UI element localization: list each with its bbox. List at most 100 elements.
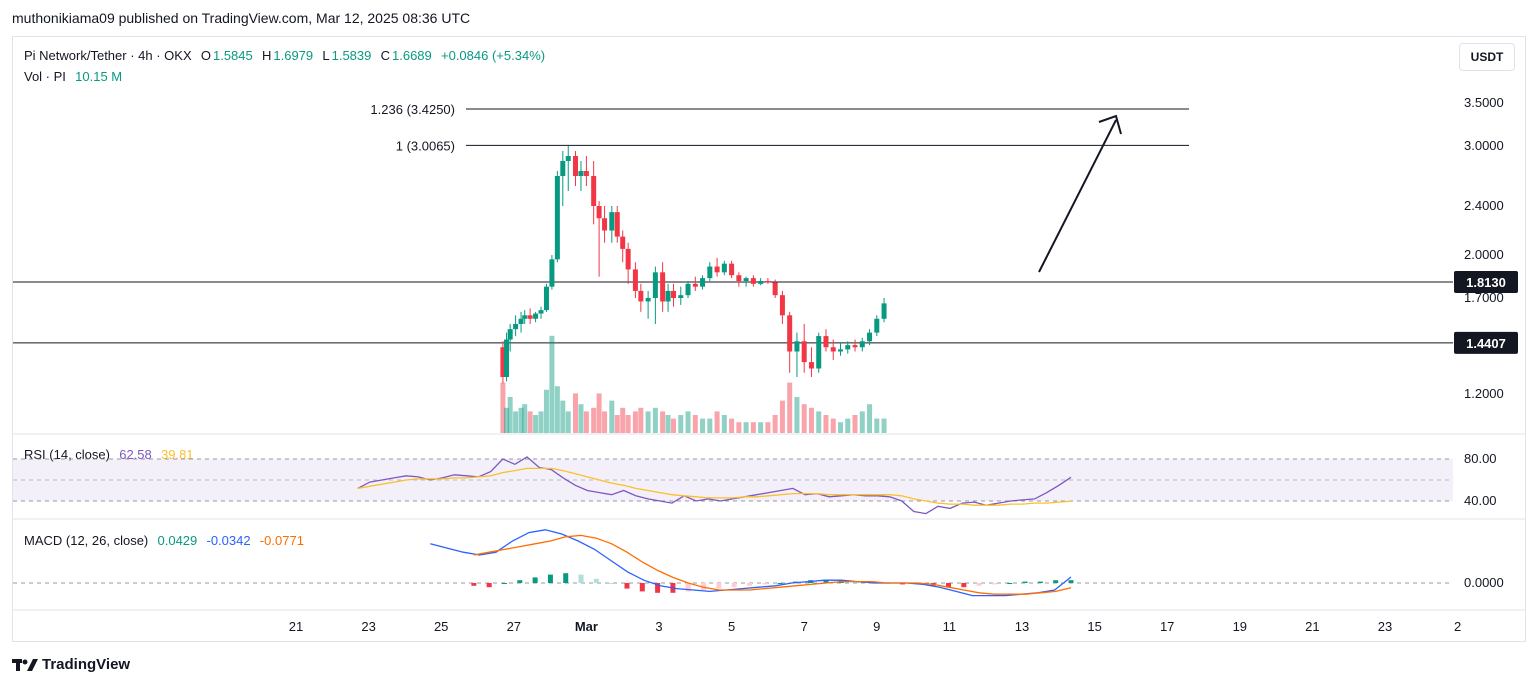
volume-bar — [632, 411, 638, 433]
price-tick-label: 2.4000 — [1464, 198, 1504, 213]
trend-arrow-line[interactable] — [1038, 119, 1117, 273]
rsi-label[interactable]: RSI (14, close) — [24, 447, 110, 462]
volume-value: 10.15 M — [75, 69, 123, 84]
price-tick-label: 1.2000 — [1464, 386, 1504, 401]
volume-bar — [692, 415, 698, 433]
time-tick-label: 9 — [873, 619, 880, 634]
macd-histogram-bar — [532, 577, 538, 583]
high-value: 1.6979 — [273, 48, 314, 63]
level-price-badge — [1454, 331, 1518, 354]
candle-body — [513, 323, 519, 330]
volume-bar — [620, 407, 626, 433]
volume-bar — [707, 418, 713, 433]
rsi-tick-label: 80.00 — [1464, 451, 1497, 466]
macd-histogram-bar — [563, 573, 569, 583]
time-tick-label: 25 — [434, 619, 448, 634]
fib-level-label: 1.236 (3.4250) — [370, 102, 455, 117]
volume-bar — [700, 418, 706, 433]
macd-histogram-bar — [501, 583, 507, 584]
volume-bar — [533, 415, 539, 433]
macd-histogram-bar — [746, 583, 752, 586]
candle-body — [779, 295, 785, 316]
close-value: 1.6689 — [392, 48, 432, 63]
volume-bar — [500, 382, 506, 433]
volume-bar — [504, 407, 510, 433]
chart-frame — [12, 36, 1526, 642]
publisher-line: muthonikiama09 published on TradingView.… — [12, 10, 471, 26]
volume-label[interactable]: Vol · PI — [24, 69, 66, 84]
macd-histogram-bar — [946, 583, 952, 588]
rsi-value: 62.58 — [119, 447, 152, 462]
macd-label[interactable]: MACD (12, 26, close) — [24, 533, 149, 548]
candle-body — [554, 176, 560, 260]
volume-bar — [538, 411, 544, 433]
tradingview-logo[interactable]: TradingView — [12, 656, 130, 673]
candle-body — [765, 280, 771, 283]
macd-histogram-bar — [1007, 583, 1013, 584]
volume-bar — [507, 397, 513, 433]
symbol-label[interactable]: Pi Network/Tether · 4h · OKX — [24, 48, 192, 63]
time-tick-label: 23 — [361, 619, 375, 634]
volume-bar — [609, 400, 615, 433]
candle-body — [620, 236, 626, 249]
candle-body — [609, 212, 615, 231]
candle-body — [794, 341, 800, 352]
candle-body — [632, 269, 638, 291]
macd-histogram-bar — [854, 581, 860, 583]
macd-histogram-bar — [685, 583, 691, 592]
macd-histogram-bar — [517, 580, 523, 583]
volume-bar — [816, 411, 822, 433]
volume-bar — [513, 411, 519, 433]
candle-body — [772, 282, 778, 296]
macd-histogram-bar — [639, 583, 645, 592]
signal-line — [473, 534, 1072, 595]
candle-body — [838, 349, 843, 352]
rsi-legend: RSI (14, close) 62.58 39.81 — [24, 447, 196, 462]
candle-body — [743, 278, 749, 281]
level-price-badge — [1454, 271, 1518, 293]
time-tick-label: 3 — [655, 619, 662, 634]
candle-body — [707, 266, 713, 279]
volume-bar — [881, 418, 887, 433]
candle-body — [758, 280, 764, 284]
macd-histogram-bar — [762, 583, 768, 585]
volume-bar — [830, 418, 836, 433]
volume-bar — [743, 422, 749, 433]
candle-body — [652, 272, 658, 298]
candle-body — [881, 303, 887, 319]
price-tick-label: 1.7000 — [1464, 290, 1504, 305]
volume-bar — [772, 415, 778, 433]
macd-histogram-bar — [486, 583, 492, 588]
volume-bar — [565, 411, 571, 433]
candle-body — [645, 298, 651, 302]
volume-bar — [638, 407, 644, 433]
currency-button[interactable]: USDT — [1459, 43, 1515, 71]
macd-histogram-bar — [593, 578, 599, 583]
macd-histogram-bar — [731, 583, 737, 588]
volume-bar — [779, 400, 785, 433]
time-tick-label: 15 — [1087, 619, 1101, 634]
volume-bar — [543, 389, 549, 433]
volume-bar — [665, 415, 671, 433]
macd-histogram-bar — [471, 583, 477, 586]
volume-bar — [602, 411, 608, 433]
macd-legend: MACD (12, 26, close) 0.0429 -0.0342 -0.0… — [24, 533, 306, 548]
candle-body — [518, 318, 524, 324]
volume-bar — [845, 418, 851, 433]
signal-value: -0.0342 — [206, 533, 251, 548]
volume-bar — [652, 407, 658, 433]
volume-bar — [660, 411, 666, 433]
candle-body — [867, 332, 873, 342]
price-tick-label: 3.0000 — [1464, 138, 1504, 153]
macd-histogram-bar — [1037, 581, 1043, 583]
macd-histogram-bar — [716, 583, 722, 589]
low-value: 1.5839 — [331, 48, 372, 63]
candle-body — [823, 336, 829, 348]
time-tick-label: 7 — [801, 619, 808, 634]
volume-bar — [750, 422, 756, 433]
volume-bar — [714, 411, 720, 433]
volume-legend: Vol · PI 10.15 M — [24, 69, 124, 84]
price-tick-label: 2.0000 — [1464, 247, 1504, 262]
macd-histogram-bar — [1022, 581, 1028, 583]
